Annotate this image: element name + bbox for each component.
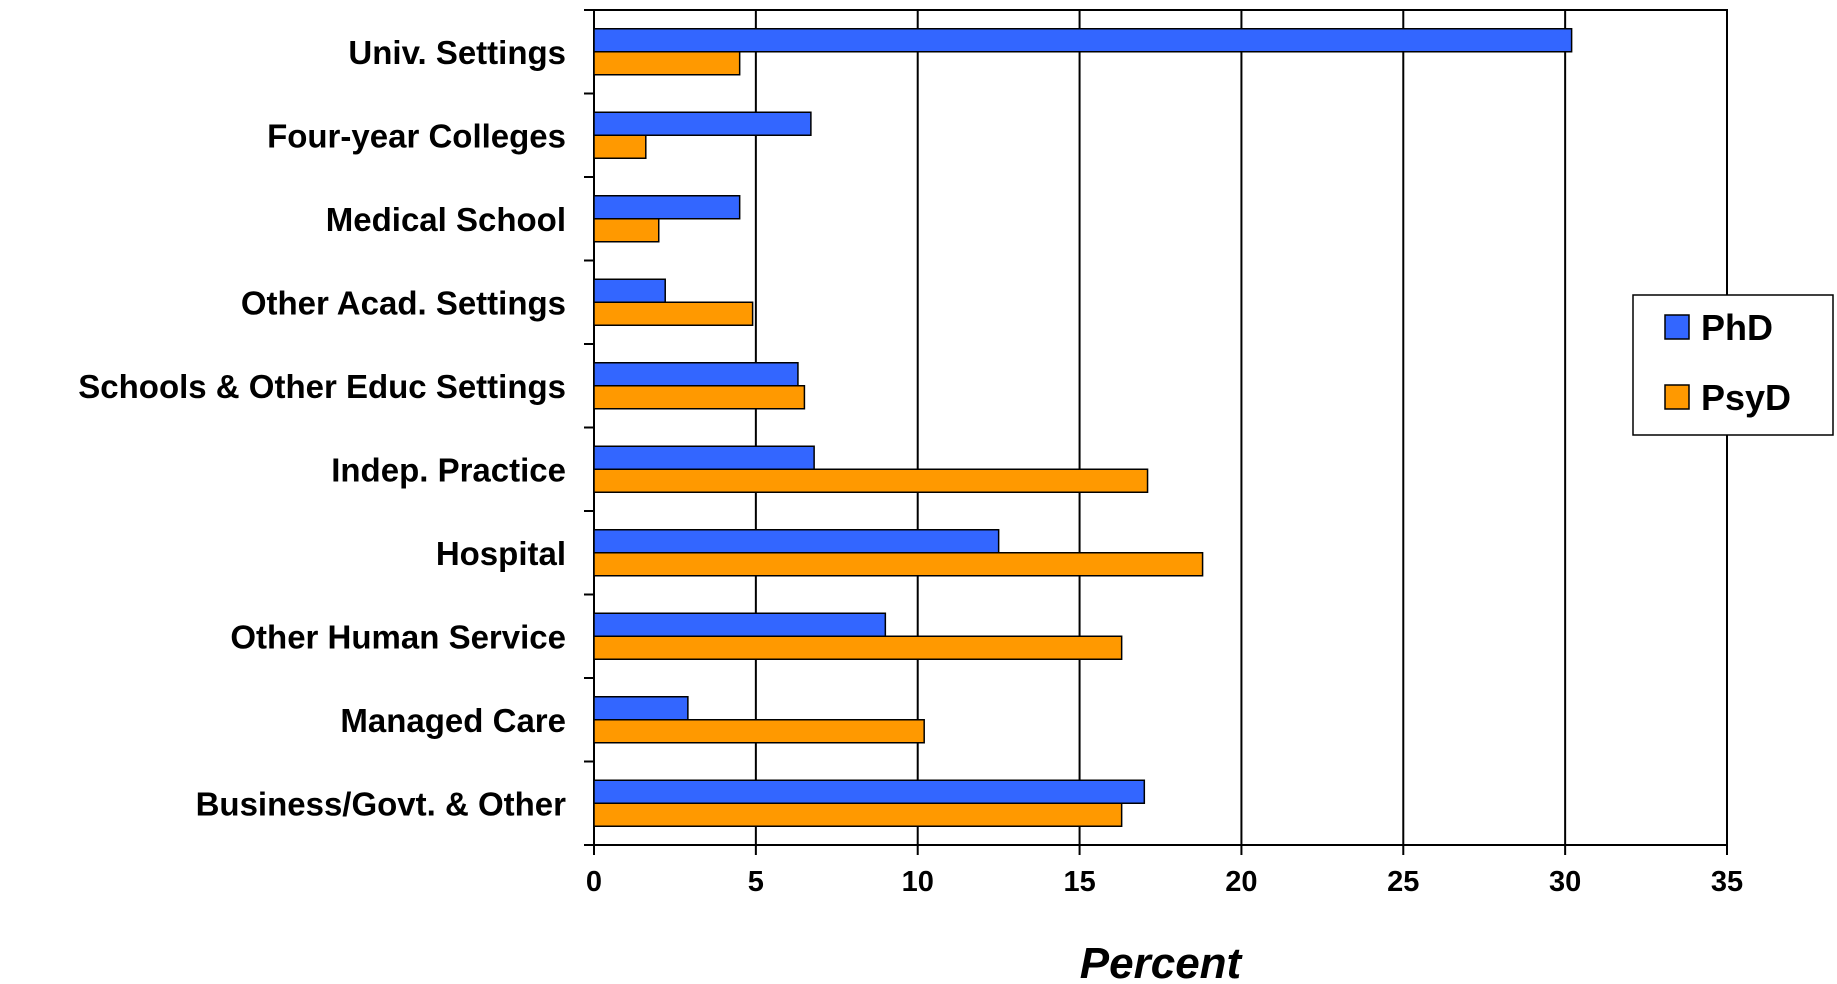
value-axis: 0 5 10 15 20 25 30 35 (586, 845, 1743, 898)
phd-bar (594, 780, 1144, 803)
bars (594, 29, 1572, 827)
category-label: Univ. Settings (348, 34, 566, 71)
category-label: Schools & Other Educ Settings (78, 368, 566, 405)
category-label: Indep. Practice (331, 451, 566, 488)
category-label: Four-year Colleges (267, 117, 566, 154)
x-tick-label: 5 (748, 866, 764, 898)
legend-label-psyd: PsyD (1701, 377, 1791, 418)
legend-swatch-psyd (1665, 385, 1689, 409)
phd-bar (594, 613, 885, 636)
psyd-bar (594, 52, 740, 75)
phd-bar (594, 112, 811, 135)
category-label: Hospital (436, 535, 566, 572)
phd-bar (594, 697, 688, 720)
x-tick-label: 15 (1063, 866, 1095, 898)
category-axis: Univ. Settings Four-year Colleges Medical … (78, 10, 594, 845)
phd-bar (594, 196, 740, 219)
x-tick-label: 0 (586, 866, 602, 898)
category-label: Medical School (326, 201, 566, 238)
psyd-bar (594, 636, 1122, 659)
psyd-bar (594, 386, 804, 409)
x-tick-label: 30 (1549, 866, 1581, 898)
legend: PhD PsyD (1633, 295, 1833, 435)
category-label: Managed Care (340, 702, 566, 739)
x-tick-label: 35 (1711, 866, 1743, 898)
x-axis-title: Percent (1080, 939, 1244, 984)
psyd-bar (594, 803, 1122, 826)
category-label: Business/Govt. & Other (196, 785, 567, 822)
legend-swatch-phd (1665, 315, 1689, 339)
psyd-bar (594, 720, 924, 743)
phd-bar (594, 363, 798, 386)
psyd-bar (594, 135, 646, 158)
x-tick-label: 25 (1387, 866, 1419, 898)
phd-bar (594, 446, 814, 469)
x-tick-label: 20 (1225, 866, 1257, 898)
psyd-bar (594, 469, 1148, 492)
x-tick-label: 10 (902, 866, 934, 898)
phd-bar (594, 29, 1572, 52)
psyd-bar (594, 302, 753, 325)
legend-label-phd: PhD (1701, 307, 1773, 348)
phd-bar (594, 279, 665, 302)
psyd-bar (594, 219, 659, 242)
category-label: Other Human Service (230, 618, 566, 655)
phd-bar (594, 530, 999, 553)
psyd-bar (594, 553, 1203, 576)
category-label: Other Acad. Settings (241, 284, 566, 321)
